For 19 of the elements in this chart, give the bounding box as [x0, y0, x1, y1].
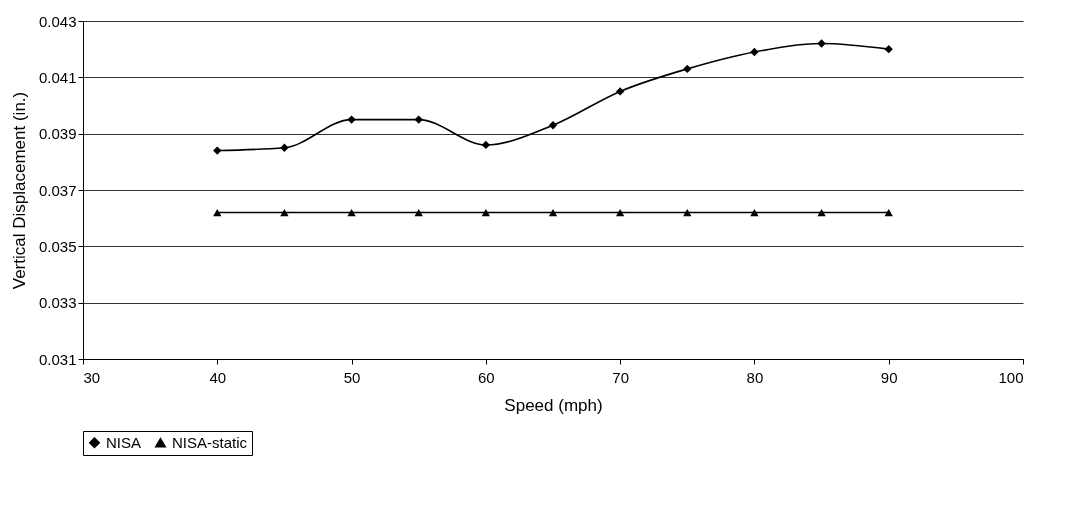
y-tick-label: 0.043 — [38, 12, 77, 30]
x-tick-label: 30 — [83, 368, 101, 386]
x-tick-label: 70 — [612, 368, 629, 386]
x-tick-label: 40 — [209, 368, 227, 386]
y-axis-title: Vertical Displacement (in.) — [9, 91, 29, 290]
x-axis-title: Speed (mph) — [504, 395, 603, 415]
x-tick-label: 80 — [746, 368, 764, 386]
y-tick-label: 0.035 — [38, 237, 77, 255]
y-tick-label: 0.039 — [38, 125, 77, 143]
legend-label: NISA — [106, 433, 142, 451]
x-tick-label: 60 — [478, 368, 495, 386]
x-tick-label: 100 — [998, 368, 1024, 386]
x-tick-label: 50 — [343, 368, 361, 386]
x-tick-label: 90 — [880, 368, 898, 386]
y-tick-label: 0.037 — [38, 181, 77, 199]
y-tick-label: 0.033 — [38, 294, 77, 312]
y-tick-label: 0.041 — [38, 68, 77, 86]
legend-label: NISA-static — [172, 433, 248, 451]
y-tick-label: 0.031 — [38, 350, 77, 368]
